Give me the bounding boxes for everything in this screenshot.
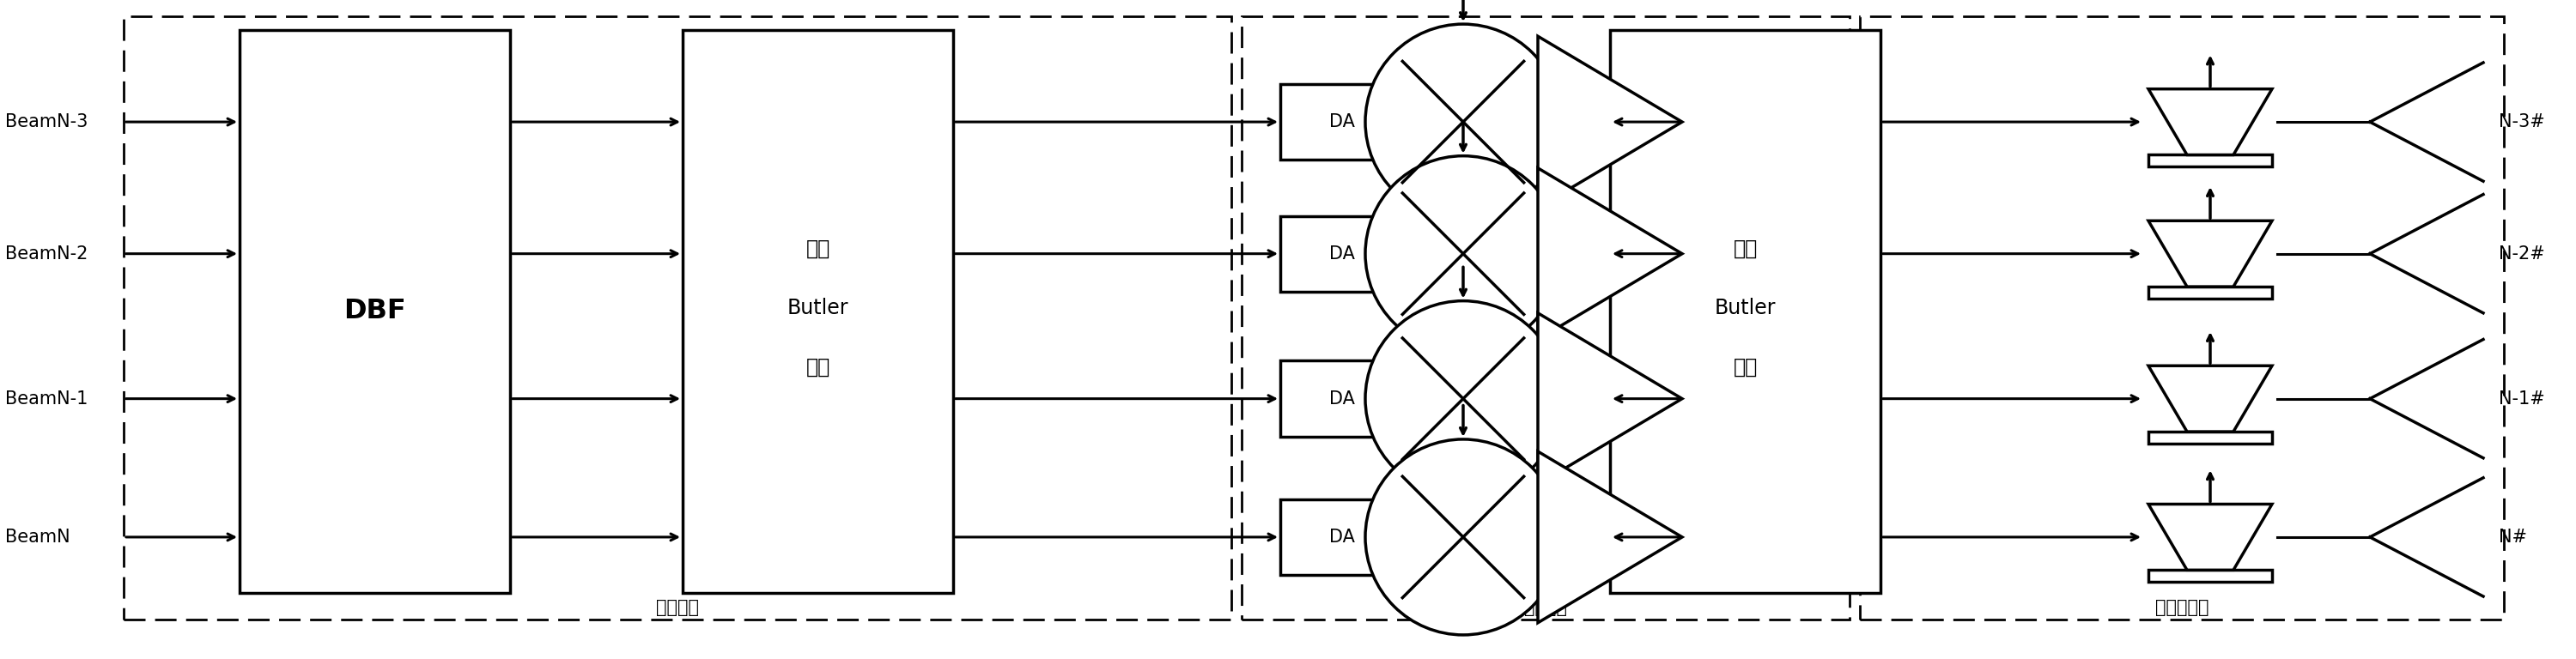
Text: 输入: 输入 xyxy=(806,239,829,259)
Bar xyxy=(124,16,1231,619)
Ellipse shape xyxy=(1365,440,1561,635)
Text: DBF: DBF xyxy=(343,298,407,325)
Text: Butler: Butler xyxy=(1716,298,1775,318)
Text: DA: DA xyxy=(1329,113,1355,130)
Text: BeamN-3: BeamN-3 xyxy=(5,113,88,130)
Text: Butler: Butler xyxy=(788,298,848,318)
Text: BeamN-1: BeamN-1 xyxy=(5,390,88,407)
Text: 数字处理: 数字处理 xyxy=(657,599,698,616)
Polygon shape xyxy=(2148,221,2272,287)
Text: N-1#: N-1# xyxy=(2499,390,2545,407)
Text: DA: DA xyxy=(1329,245,1355,262)
Ellipse shape xyxy=(1365,301,1561,496)
Bar xyxy=(2148,287,2272,299)
Bar xyxy=(240,30,510,593)
Bar xyxy=(1280,216,1404,292)
Text: 矩阵: 矩阵 xyxy=(1734,357,1757,378)
Ellipse shape xyxy=(1365,156,1561,351)
Text: DA: DA xyxy=(1329,529,1355,546)
Polygon shape xyxy=(1538,313,1682,484)
Ellipse shape xyxy=(1365,24,1561,219)
Text: DA: DA xyxy=(1329,390,1355,407)
Text: N-3#: N-3# xyxy=(2499,113,2545,130)
Bar xyxy=(1860,16,2504,619)
Text: N-2#: N-2# xyxy=(2499,245,2545,262)
Bar xyxy=(2148,432,2272,444)
Text: 输出: 输出 xyxy=(1734,239,1757,259)
Bar xyxy=(683,30,953,593)
Text: 输出馈源阵: 输出馈源阵 xyxy=(2156,599,2208,616)
Bar xyxy=(2148,570,2272,582)
Bar xyxy=(2148,155,2272,167)
Bar xyxy=(1280,500,1404,575)
Text: BeamN: BeamN xyxy=(5,529,70,546)
Polygon shape xyxy=(1538,168,1682,339)
Polygon shape xyxy=(2148,89,2272,155)
Polygon shape xyxy=(2148,366,2272,432)
Text: N#: N# xyxy=(2499,529,2527,546)
Bar xyxy=(1242,16,1850,619)
Bar xyxy=(1280,84,1404,160)
Bar xyxy=(1280,361,1404,436)
Polygon shape xyxy=(1538,451,1682,623)
Polygon shape xyxy=(2148,504,2272,570)
Bar xyxy=(1610,30,1880,593)
Polygon shape xyxy=(1538,36,1682,208)
Text: 矩阵: 矩阵 xyxy=(806,357,829,378)
Text: BeamN-2: BeamN-2 xyxy=(5,245,88,262)
Text: 功率器件: 功率器件 xyxy=(1525,599,1566,616)
